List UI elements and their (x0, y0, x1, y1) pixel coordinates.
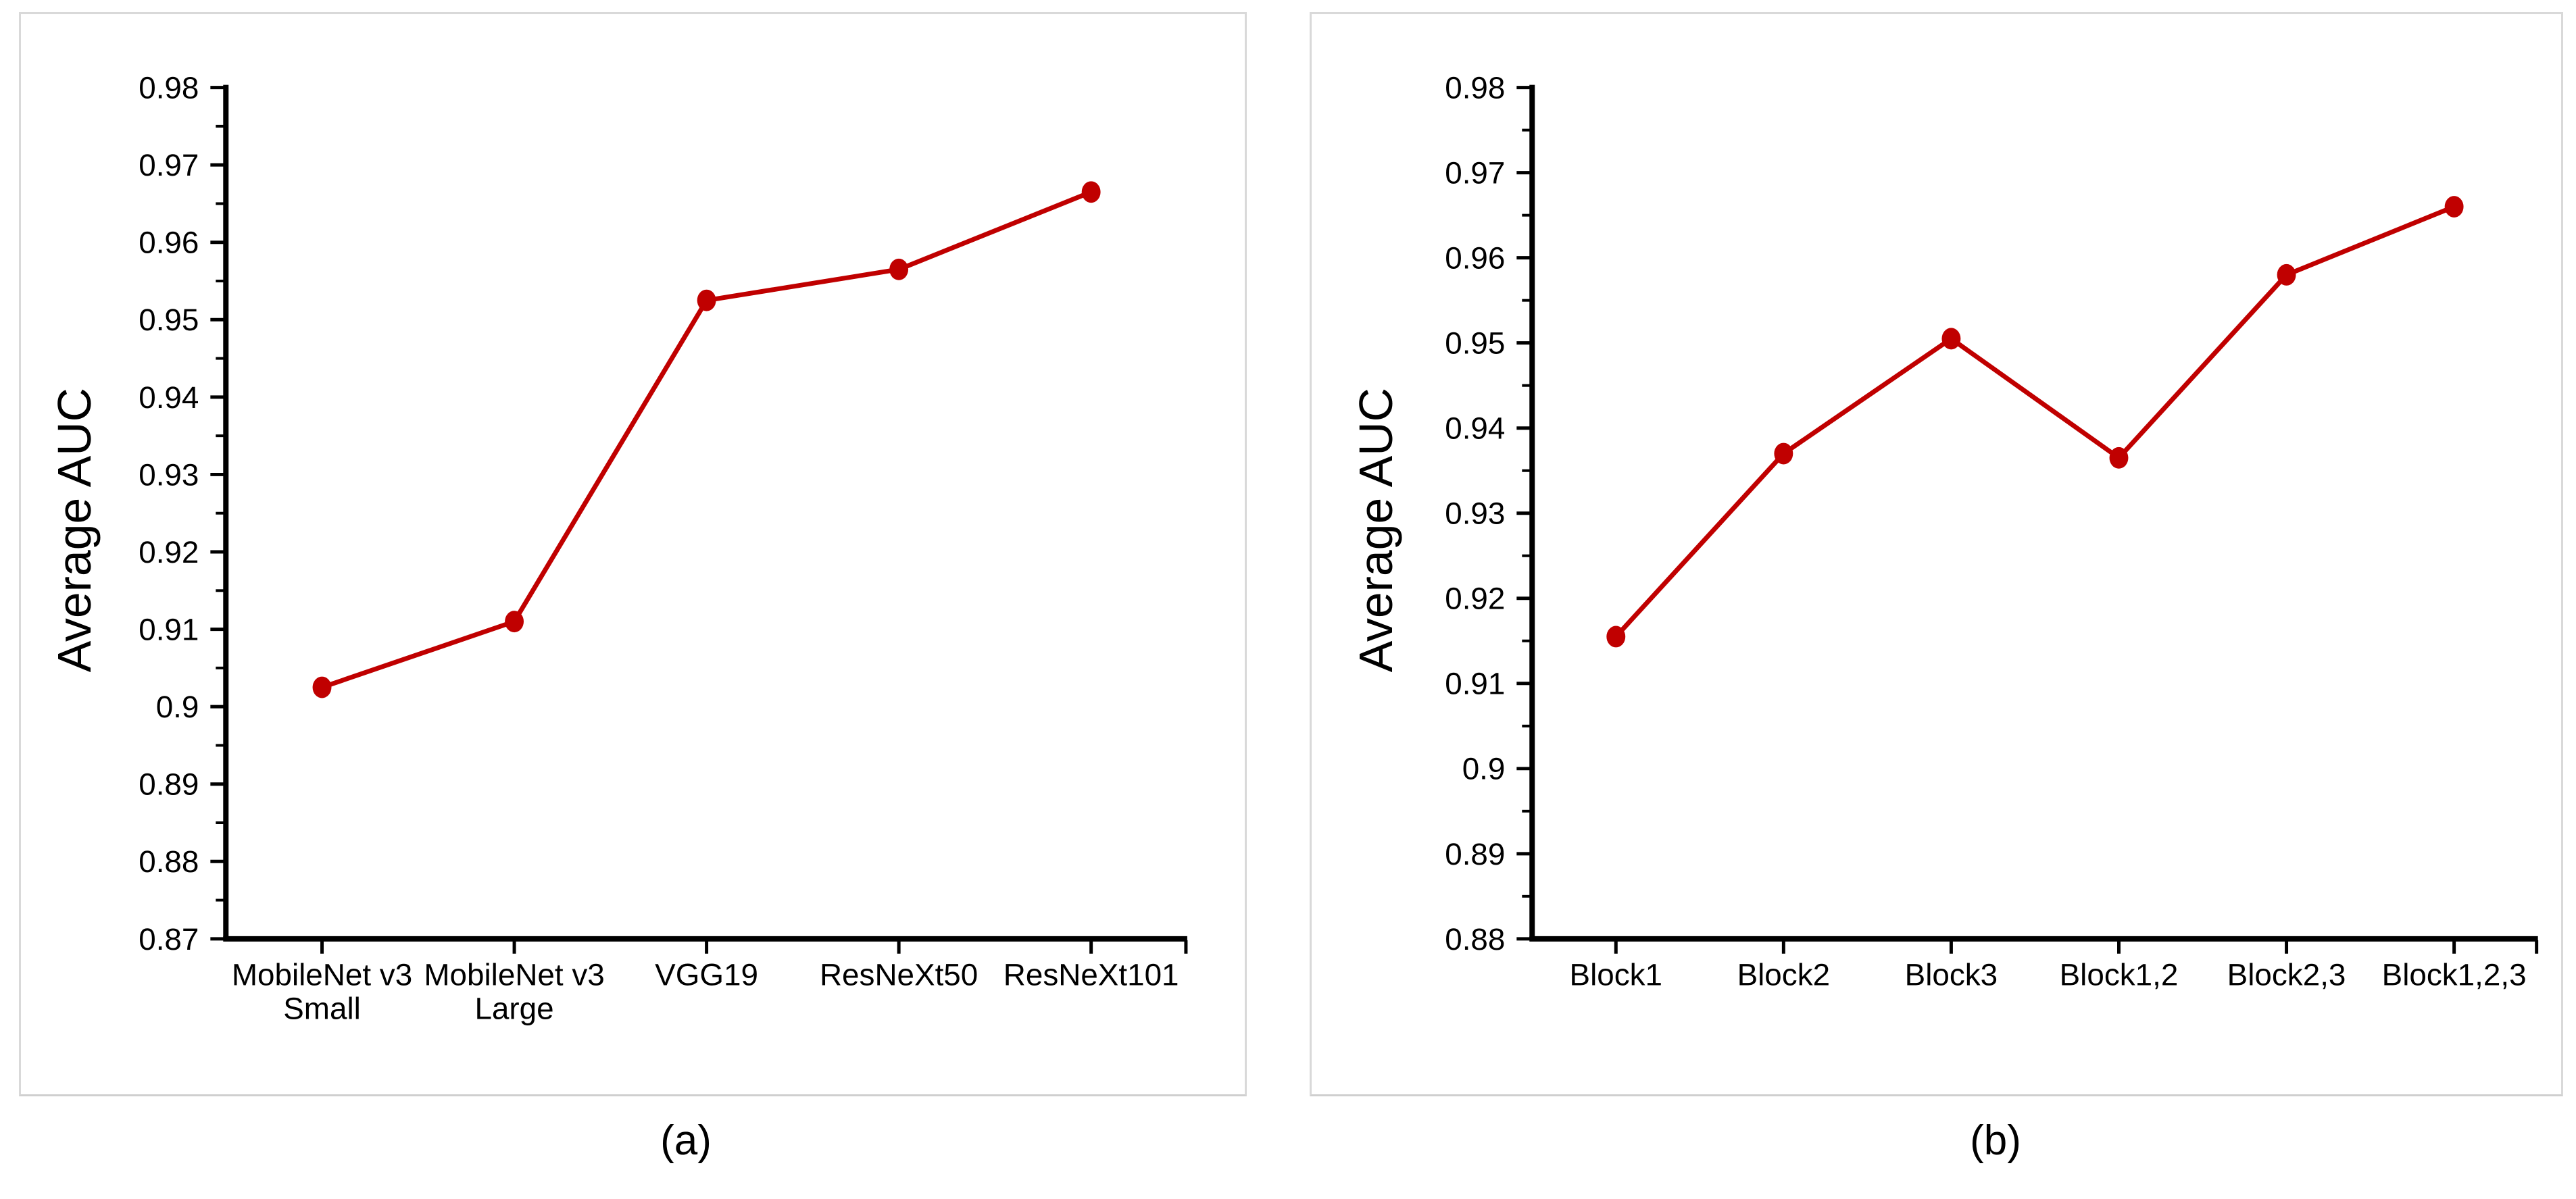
data-point-marker (2277, 263, 2296, 286)
y-axis-tick-label: 0.97 (139, 148, 199, 182)
data-point-marker (2109, 447, 2129, 469)
y-axis-tick-label: 0.91 (139, 613, 199, 647)
y-axis-tick-label: 0.92 (139, 535, 199, 569)
y-axis-tick-label: 0.9 (1462, 752, 1506, 786)
data-point-marker (697, 289, 716, 311)
y-axis-tick-label: 0.89 (1445, 837, 1505, 871)
chart-panel-a: 0.87 0.88 0.89 0.9 0.91 0.92 0.93 0.94 0.95 0.96 0… (19, 12, 1247, 1096)
y-axis-tick-label: 0.94 (139, 380, 199, 415)
line-chart-b: 0.88 0.89 0.9 0.91 0.92 0.93 0.94 0.95 0.96 0.97 0… (1349, 71, 2539, 992)
y-axis-tick-label: 0.95 (1445, 326, 1505, 361)
y-axis-tick-label: 0.91 (1445, 667, 1505, 701)
y-axis-tick-label: 0.88 (1445, 922, 1505, 956)
data-point-marker (312, 676, 332, 698)
y-axis-tick-label: 0.94 (1445, 411, 1505, 446)
y-axis-tick-label: 0.88 (139, 844, 199, 879)
y-axis-tick-label: 0.98 (1445, 71, 1505, 105)
y-axis-tick-label: 0.93 (139, 457, 199, 492)
y-axis-tick-label: 0.87 (139, 922, 199, 956)
chart-panel-b: 0.88 0.89 0.9 0.91 0.92 0.93 0.94 0.95 0.96 0.97 0… (1310, 12, 2563, 1096)
x-axis-category-label: MobileNet v3 (424, 958, 604, 992)
x-axis-category-label: ResNeXt50 (820, 958, 978, 992)
caption-a: (a) (660, 1117, 712, 1164)
x-axis-category-label: Small (283, 991, 361, 1025)
y-axis-tick-label: 0.96 (1445, 241, 1505, 276)
data-point-marker (2444, 196, 2464, 218)
y-axis-tick-label: 0.89 (139, 767, 199, 802)
x-axis-category-label: MobileNet v3 (232, 958, 412, 992)
data-point-marker (889, 258, 909, 280)
data-point-marker (1606, 626, 1626, 648)
caption-b: (b) (1970, 1117, 2021, 1164)
x-axis-category-label: Large (474, 991, 553, 1025)
x-axis-category-label: Block3 (1905, 958, 1998, 992)
y-axis-tick-label: 0.96 (139, 226, 199, 260)
data-point-marker (1941, 328, 1961, 350)
y-axis-tick-label: 0.98 (139, 71, 199, 105)
line-chart-a: 0.87 0.88 0.89 0.9 0.91 0.92 0.93 0.94 0.95 0.96 0… (48, 71, 1188, 1025)
x-axis-category-label: Block1,2 (2060, 958, 2179, 992)
x-axis-category-label: Block2,3 (2227, 958, 2346, 992)
data-point-marker (505, 611, 524, 633)
data-point-marker (1081, 181, 1101, 203)
y-axis-title: Average AUC (48, 388, 101, 672)
data-line (1613, 204, 2457, 639)
x-axis-category-label: Block1 (1570, 958, 1663, 992)
y-axis-title: Average AUC (1349, 388, 1402, 672)
x-axis-category-label: Block1,2,3 (2382, 958, 2527, 992)
x-axis-category-label: Block2 (1737, 958, 1831, 992)
y-axis-tick-label: 0.9 (156, 690, 199, 724)
data-line (320, 189, 1094, 690)
y-axis-tick-label: 0.93 (1445, 496, 1505, 531)
y-axis-tick-label: 0.92 (1445, 582, 1505, 616)
x-axis-category-label: ResNeXt101 (1004, 958, 1179, 992)
data-point-marker (1774, 442, 1793, 465)
y-axis-tick-label: 0.97 (1445, 156, 1505, 190)
y-axis-tick-label: 0.95 (139, 303, 199, 337)
x-axis-category-label: VGG19 (655, 958, 758, 992)
